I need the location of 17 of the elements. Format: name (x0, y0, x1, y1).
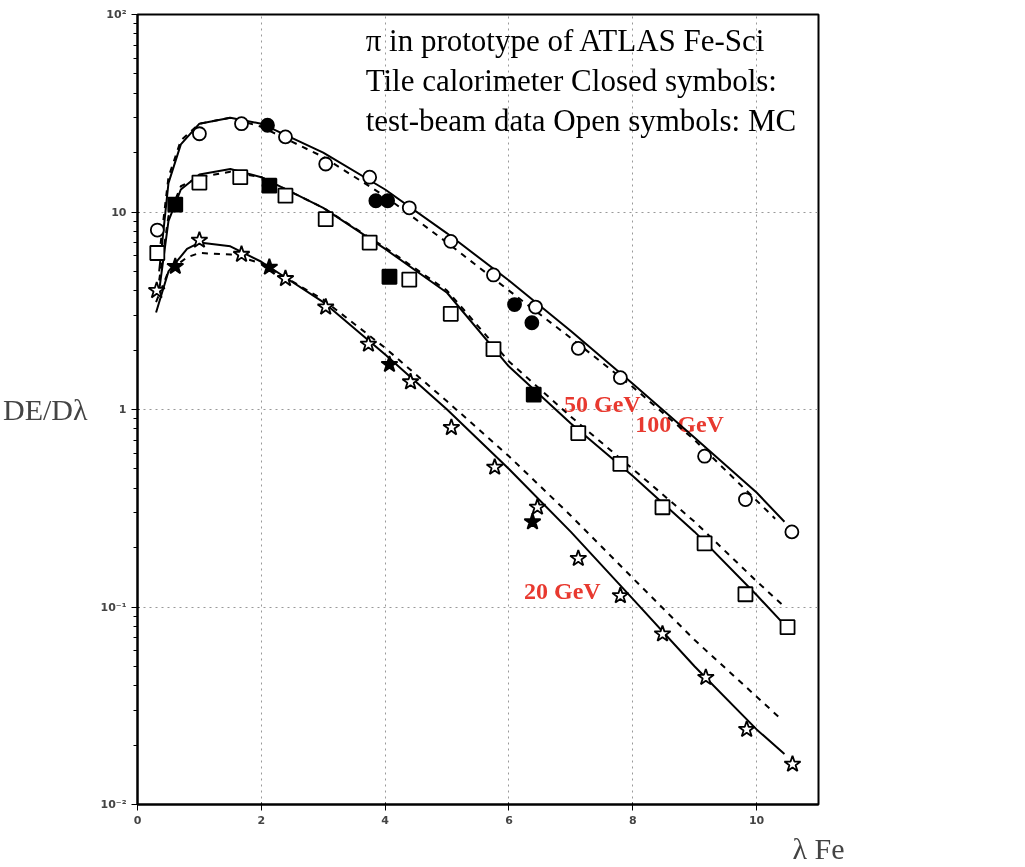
annotation: Tile calorimeter Closed symbols: (365, 62, 777, 98)
x-axis-title: λ Fe (792, 831, 845, 865)
y-axis-title: DE/Dλ (3, 393, 89, 426)
series-label: 20 GeV (523, 577, 602, 604)
y-tick-label: 10 (111, 205, 127, 219)
y-tick-label: 10² (106, 8, 127, 21)
annotation: π in prototype of ATLAS Fe-Sci (365, 22, 765, 58)
y-tick-label: 1 (118, 403, 127, 416)
x-tick-label: 6 (505, 813, 514, 827)
x-tick-label: 0 (133, 813, 142, 827)
x-tick-label: 4 (381, 813, 390, 827)
annotation: test-beam data Open symbols: MC (365, 102, 797, 138)
x-tick-label: 10 (748, 813, 765, 827)
x-tick-label: 2 (257, 813, 266, 827)
y-tick-label: 10⁻¹ (100, 600, 127, 614)
y-tick-label: 10⁻² (100, 798, 127, 811)
x-tick-label: 8 (628, 813, 637, 827)
